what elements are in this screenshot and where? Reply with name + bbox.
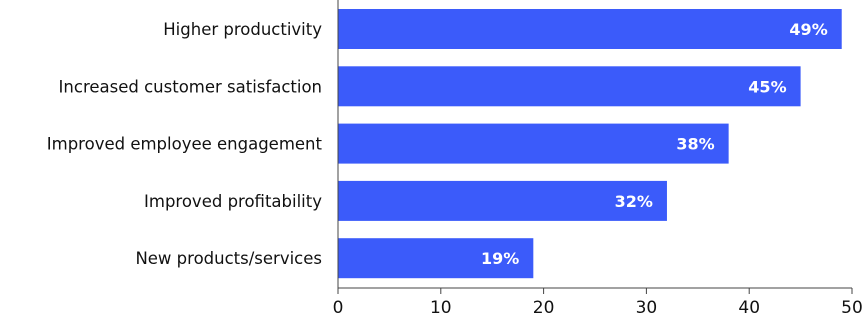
bar-2 bbox=[338, 123, 729, 164]
bar-3 bbox=[338, 180, 667, 221]
bar-1 bbox=[338, 66, 801, 107]
data-label-0: 49% bbox=[789, 20, 827, 39]
x-tick-label-0: 0 bbox=[333, 298, 344, 318]
category-label-1: Increased customer satisfaction bbox=[59, 77, 322, 96]
data-label-3: 32% bbox=[615, 192, 653, 211]
bar-4 bbox=[338, 238, 534, 279]
bar-0 bbox=[338, 9, 842, 49]
data-label-2: 38% bbox=[676, 135, 714, 154]
x-tick-label-1: 10 bbox=[430, 298, 452, 318]
x-axis: 0 10 20 30 40 50 bbox=[333, 0, 863, 318]
category-label-0: Higher productivity bbox=[163, 20, 322, 39]
category-labels: Higher productivity Increased customer sa… bbox=[47, 20, 323, 268]
x-tick-label-3: 30 bbox=[636, 298, 658, 318]
category-label-2: Improved employee engagement bbox=[47, 135, 323, 154]
x-tick-label-2: 20 bbox=[533, 298, 555, 318]
x-tick-label-4: 40 bbox=[738, 298, 760, 318]
category-label-3: Improved profitability bbox=[144, 192, 322, 211]
x-tick-label-5: 50 bbox=[841, 298, 863, 318]
data-label-4: 19% bbox=[481, 249, 519, 268]
category-label-4: New products/services bbox=[135, 249, 322, 268]
bars-layer: 49% 45% 38% 32% 19% bbox=[338, 9, 842, 279]
data-label-1: 45% bbox=[748, 77, 786, 96]
